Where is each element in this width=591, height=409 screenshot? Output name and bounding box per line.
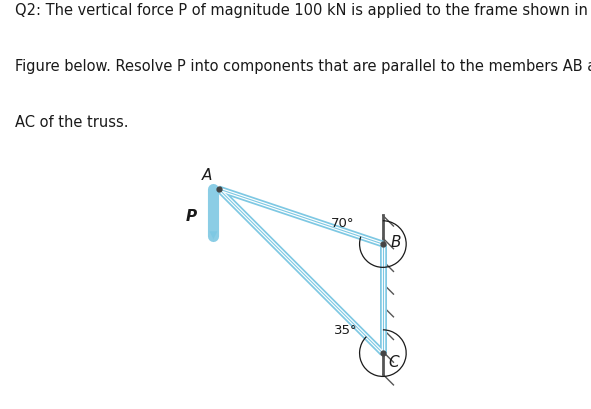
Text: B: B (390, 235, 401, 250)
Text: A: A (202, 167, 212, 182)
Text: AC of the truss.: AC of the truss. (15, 115, 128, 130)
Text: Figure below. Resolve P into components that are parallel to the members AB and: Figure below. Resolve P into components … (15, 59, 591, 74)
Text: C: C (388, 354, 399, 369)
Text: 70°: 70° (331, 217, 355, 230)
Text: Q2: The vertical force P of magnitude 100 kN is applied to the frame shown in th: Q2: The vertical force P of magnitude 10… (15, 3, 591, 18)
Text: 35°: 35° (334, 324, 358, 337)
Text: P: P (186, 209, 196, 223)
